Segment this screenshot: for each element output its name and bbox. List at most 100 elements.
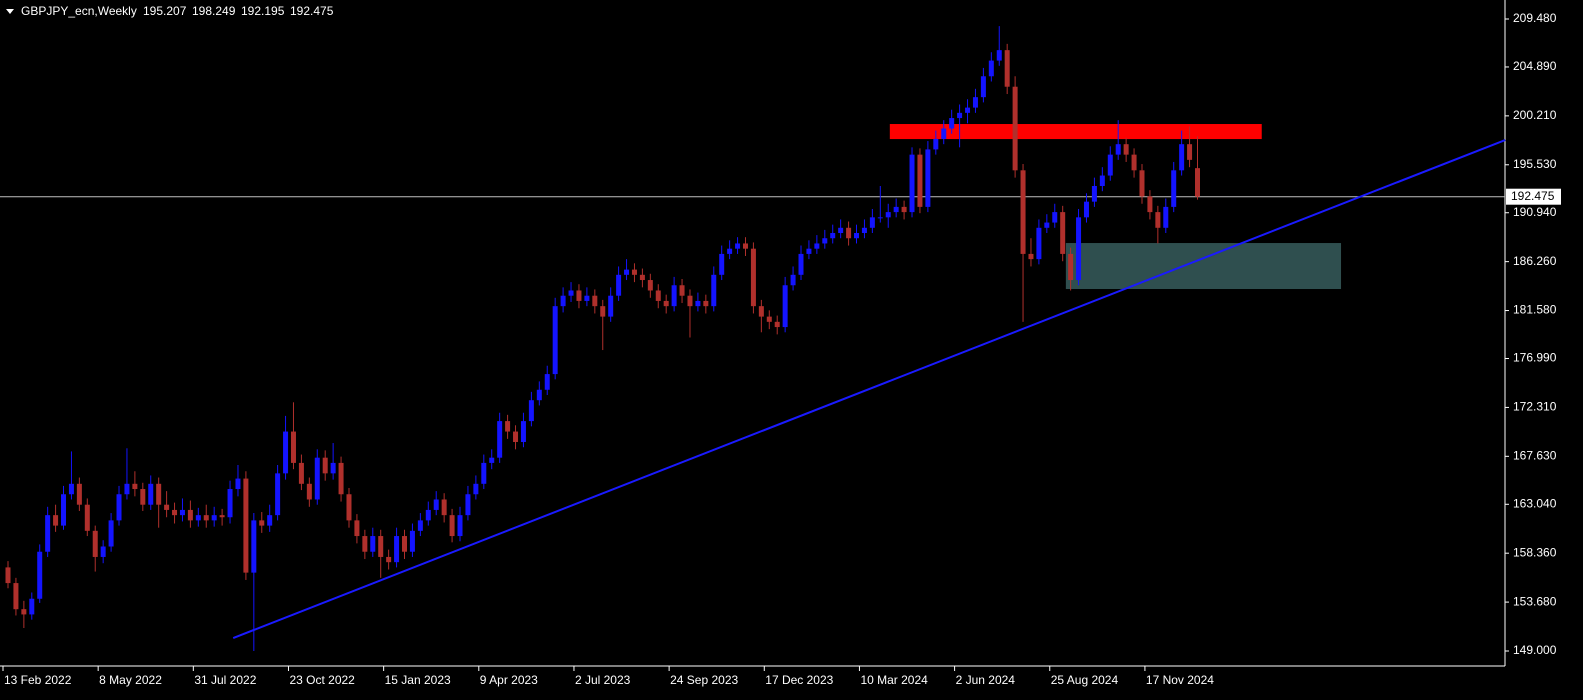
candle-body: [481, 462, 487, 484]
candle-body: [140, 489, 146, 505]
candle-body: [465, 494, 471, 516]
menu-triangle[interactable]: [6, 9, 14, 14]
candle-body: [203, 515, 209, 521]
candle-body: [1107, 154, 1113, 176]
candle-body: [1115, 144, 1121, 155]
candle-body: [679, 285, 685, 296]
zone: [889, 124, 1262, 140]
candle-body: [195, 515, 201, 521]
candle-body: [513, 431, 519, 443]
candle-body: [869, 217, 875, 228]
candle-body: [283, 431, 289, 474]
x-tick-label: 13 Feb 2022: [4, 673, 72, 687]
x-tick-label: 8 May 2022: [99, 673, 162, 687]
candle-body: [275, 473, 281, 516]
candle-body: [1195, 168, 1200, 197]
candle-body: [378, 536, 384, 557]
candle-body: [568, 290, 574, 296]
candle-body: [861, 227, 867, 234]
candle-body: [520, 421, 526, 443]
candle-body: [417, 520, 423, 531]
candle-body: [100, 546, 106, 557]
candle-body: [1147, 196, 1153, 213]
x-tick-label: 31 Jul 2022: [194, 673, 256, 687]
candle-body: [1171, 170, 1177, 207]
candle-body: [5, 567, 11, 584]
candle-body: [655, 290, 661, 301]
candle-body: [187, 509, 193, 521]
candle-body: [402, 536, 407, 552]
candle-body: [1068, 253, 1074, 281]
candle-body: [1139, 170, 1145, 197]
candle-body: [179, 509, 185, 516]
candle-body: [267, 515, 273, 526]
candle-body: [116, 494, 122, 521]
zone: [1065, 243, 1342, 290]
candle-body: [505, 421, 511, 432]
candle-body: [1004, 50, 1010, 87]
candle-body: [1131, 154, 1137, 171]
y-tick-label: 186.260: [1513, 254, 1557, 268]
y-tick-label: 172.310: [1513, 400, 1557, 414]
candle-body: [528, 400, 534, 422]
candle-body: [449, 515, 455, 537]
candle-body: [108, 520, 114, 547]
candle-body: [1155, 212, 1161, 228]
candle-body: [846, 227, 852, 239]
candle-body: [766, 316, 772, 322]
candle-body: [663, 300, 669, 307]
candle-body: [988, 60, 994, 77]
candle-body: [338, 462, 344, 495]
candle-body: [370, 536, 376, 552]
candle-body: [1028, 253, 1034, 260]
candle-body: [1052, 212, 1058, 223]
candle-body: [838, 227, 844, 234]
candle-body: [409, 530, 415, 552]
y-tick-label: 153.680: [1513, 594, 1557, 608]
candle-body: [227, 489, 233, 518]
candle-body: [933, 138, 939, 150]
candle-body: [560, 295, 566, 307]
candle-body: [711, 274, 717, 307]
candle-body: [877, 217, 883, 219]
y-tick-label: 195.530: [1513, 157, 1557, 171]
x-tick-label: 17 Nov 2024: [1146, 673, 1214, 687]
header-low: 192.195: [241, 4, 285, 18]
candle-body: [750, 248, 756, 307]
candle-body: [314, 457, 320, 500]
candle-body: [290, 431, 296, 463]
candle-body: [814, 243, 820, 249]
candle-body: [425, 509, 431, 521]
candle-body: [497, 421, 503, 458]
candle-body: [671, 285, 677, 307]
candle-body: [394, 536, 400, 563]
x-tick-label: 15 Jan 2023: [385, 673, 451, 687]
candle-body: [742, 243, 748, 249]
candle-body: [996, 50, 1002, 61]
candle-body: [346, 494, 352, 521]
x-tick-label: 24 Sep 2023: [670, 673, 738, 687]
candle-body: [1099, 175, 1105, 186]
candle-body: [457, 515, 463, 537]
candle-body: [1163, 206, 1169, 228]
candle-body: [61, 494, 67, 526]
candle-body: [156, 483, 162, 505]
x-tick-label: 25 Aug 2024: [1051, 673, 1119, 687]
candle-body: [830, 233, 836, 239]
candle-body: [362, 536, 368, 552]
candle-body: [21, 609, 27, 615]
candle-body: [592, 295, 598, 307]
candle-body: [1012, 86, 1018, 171]
candle-body: [584, 295, 590, 301]
candle-body: [354, 520, 360, 537]
candle-body: [822, 238, 828, 244]
candle-body: [124, 483, 130, 495]
candle-body: [1179, 144, 1185, 171]
y-tick-label: 163.040: [1513, 496, 1557, 510]
candle-body: [901, 206, 907, 213]
candle-body: [703, 300, 709, 307]
candle-body: [798, 253, 804, 275]
x-tick-label: 17 Dec 2023: [765, 673, 833, 687]
